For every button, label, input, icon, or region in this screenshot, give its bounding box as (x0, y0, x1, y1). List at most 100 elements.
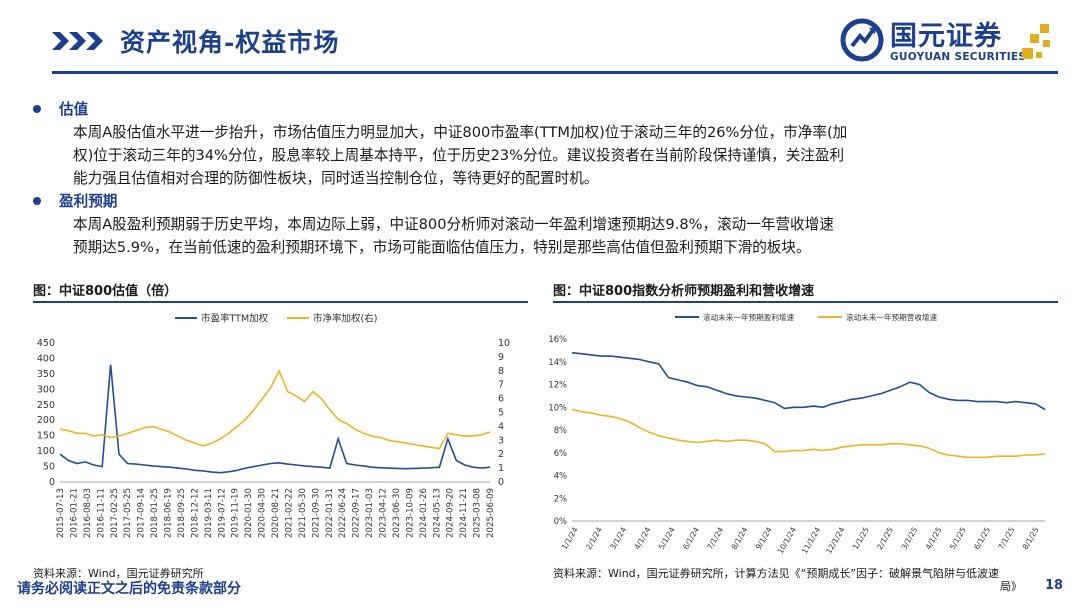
y-tick-label: 4% (554, 471, 567, 481)
y-left-tick-label: 50 (43, 462, 55, 473)
x-tick-label: 2024-09-20 (446, 488, 456, 538)
x-tick-label: 2/1/25 (875, 525, 895, 551)
growth-chart: 0% 2% 4% 6% 8% 10% 12% 14% 16% 1/1/24 2/1/24 3/1/24… (548, 312, 1046, 555)
company-logo: 国元证券 GUOYUAN SECURITIES (840, 14, 1060, 66)
y-right-tick-label: 7 (498, 380, 504, 391)
x-tick-label: 5/1/25 (948, 525, 968, 551)
y-tick-label: 16% (548, 334, 567, 344)
paragraph-line: 本周A股盈利预期弱于历史平均，本周边际上弱，中证800分析师对滚动一年盈利增速预… (73, 216, 834, 233)
figure-source-right-line2: 局》 (1000, 580, 1022, 593)
bullet-dot-icon (33, 197, 41, 205)
y-tick-label: 12% (548, 380, 567, 390)
y-tick-label: 0% (554, 516, 567, 526)
y-right-tick-label: 9 (498, 352, 504, 363)
x-tick-label: 7/1/24 (705, 525, 725, 551)
caption-rule-right (553, 301, 1058, 303)
x-tick-label: 2025-03-08 (473, 488, 483, 538)
x-tick-label: 2024-11-21 (459, 488, 469, 538)
y-tick-label: 8% (554, 425, 567, 435)
y-right-tick-label: 10 (498, 338, 510, 349)
x-tick-label: 2020-08-21 (271, 488, 281, 538)
x-tick-label: 2016-08-03 (83, 488, 93, 538)
legend-label: 滚动未来一年预期营收增速 (846, 312, 938, 322)
series-line (59, 368, 491, 450)
legend-label: 滚动未来一年预期盈利增速 (703, 312, 795, 322)
logo-chinese-name: 国元证券 (890, 21, 1002, 52)
x-tick-label: 2019-11-19 (231, 488, 241, 538)
x-tick-label: 2019-07-12 (217, 488, 227, 538)
y-right-tick-label: 3 (498, 435, 504, 446)
x-tick-label: 2023-10-09 (405, 488, 415, 538)
x-tick-label: 8/1/24 (730, 525, 750, 551)
x-tick-label: 2/1/24 (584, 525, 604, 551)
caption-rule-left (33, 301, 528, 303)
y-right-tick-label: 4 (498, 421, 504, 432)
valuation-paragraph: 本周A股估值水平进一步抬升，市场估值压力明显加大，中证800市盈率(TTM加权)… (33, 121, 1043, 190)
figure-source-right-line1: 资料来源：Wind，国元证券研究所，计算方法见《“预期成长”因子：破解景气陷阱与… (553, 567, 1000, 580)
x-tick-label: 2020-01-30 (244, 488, 254, 538)
disclaimer-text: 请务必阅读正文之后的免责条款部分 (17, 581, 241, 597)
y-left-tick-label: 250 (37, 400, 55, 411)
figure-caption-left: 图：中证800估值（倍） (33, 284, 178, 299)
y-right-tick-label: 6 (498, 394, 504, 405)
section-heading-valuation: 估值 (33, 98, 1043, 121)
series-line (571, 408, 1046, 459)
x-tick-label: 2023-06-30 (392, 488, 402, 538)
x-tick-label: 2019-03-11 (204, 488, 214, 538)
y-tick-label: 2% (554, 493, 567, 503)
paragraph-line: 本周A股估值水平进一步抬升，市场估值压力明显加大，中证800市盈率(TTM加权)… (73, 124, 848, 141)
x-tick-label: 2021-02-22 (284, 488, 294, 538)
x-tick-label: 2021-05-30 (298, 488, 308, 538)
x-tick-label: 2024-05-13 (432, 488, 442, 538)
x-tick-label: 4/1/25 (924, 525, 944, 551)
y-left-tick-label: 100 (37, 446, 55, 457)
x-tick-label: 12/1/24 (824, 525, 847, 555)
y-tick-label: 14% (548, 357, 567, 367)
x-tick-label: 8/1/25 (1021, 525, 1041, 551)
x-tick-label: 2017-09-14 (137, 488, 147, 538)
y-left-tick-label: 200 (37, 415, 55, 426)
x-tick-label: 3/1/25 (899, 525, 919, 551)
x-tick-label: 2022-06-24 (338, 488, 348, 538)
header-rule (52, 71, 1058, 74)
series-line (59, 364, 491, 474)
summary-section: 估值 本周A股估值水平进一步抬升，市场估值压力明显加大，中证800市盈率(TTM… (33, 98, 1043, 259)
x-tick-label: 4/1/24 (633, 525, 653, 551)
x-tick-label: 2024-01-26 (419, 488, 429, 538)
earnings-paragraph: 本周A股盈利预期弱于历史平均，本周边际上弱，中证800分析师对滚动一年盈利增速预… (33, 213, 1043, 259)
x-tick-label: 2016-01-21 (69, 488, 79, 538)
page-number: 18 (1045, 578, 1064, 593)
x-tick-label: 10/1/24 (776, 525, 799, 555)
y-left-tick-label: 450 (37, 338, 55, 349)
figure-caption-right: 图：中证800指数分析师预期盈利和营收增速 (553, 284, 815, 299)
series-line (571, 351, 1046, 411)
x-tick-label: 1/1/24 (560, 525, 580, 551)
x-tick-label: 2017-05-25 (123, 488, 133, 538)
guoyuan-logo-icon (840, 18, 884, 62)
y-left-tick-label: 0 (49, 477, 55, 488)
paragraph-line: 权)位于滚动三年的34%分位，股息率较上周基本持平，位于历史23%分位。建议投资… (73, 147, 845, 164)
x-tick-label: 2018-01-25 (150, 488, 160, 538)
figure-source-left: 资料来源：Wind，国元证券研究所 (33, 567, 204, 580)
x-tick-label: 5/1/24 (657, 525, 677, 551)
section-heading-earnings: 盈利预期 (33, 190, 1043, 213)
y-tick-label: 10% (548, 402, 567, 412)
x-tick-label: 3/1/24 (608, 525, 628, 551)
y-left-tick-label: 400 (37, 353, 55, 364)
x-tick-label: 6/1/24 (681, 525, 701, 551)
logo-english-name: GUOYUAN SECURITIES (890, 51, 1027, 63)
y-left-tick-label: 300 (37, 384, 55, 395)
x-tick-label: 2023-01-03 (365, 488, 375, 538)
y-right-tick-label: 1 (498, 463, 504, 474)
x-tick-label: 11/1/24 (800, 525, 823, 555)
x-tick-label: 2021-09-30 (311, 488, 321, 538)
y-right-tick-label: 8 (498, 366, 504, 377)
y-left-tick-label: 150 (37, 431, 55, 442)
x-tick-label: 2020-04-30 (258, 488, 268, 538)
x-tick-label: 6/1/25 (972, 525, 992, 551)
x-tick-label: 2022-09-17 (352, 488, 362, 538)
x-tick-label: 9/1/24 (754, 525, 774, 551)
chevron-arrows-icon (52, 32, 103, 50)
legend-label: 市净率加权(右) (313, 313, 377, 325)
paragraph-line: 预期达5.9%，在当前低速的盈利预期环境下，市场可能面临估值压力，特别是那些高估… (73, 239, 811, 256)
